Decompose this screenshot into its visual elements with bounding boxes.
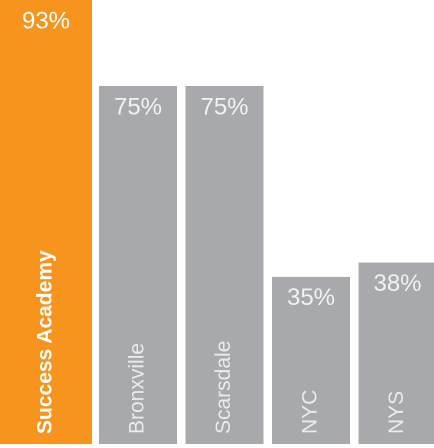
bar — [0, 0, 92, 444]
category-label: NYC — [299, 390, 322, 434]
value-label: 93% — [22, 7, 70, 34]
category-label: Scarsdale — [212, 341, 235, 434]
value-label: 75% — [200, 93, 248, 120]
bar — [272, 276, 350, 444]
value-label: 38% — [373, 270, 421, 297]
bar — [185, 85, 264, 444]
value-label: 35% — [287, 284, 335, 311]
value-label: 75% — [114, 93, 162, 120]
category-label: Success Academy — [34, 250, 57, 434]
bar — [99, 85, 177, 444]
bar — [358, 262, 434, 444]
category-label: NYS — [385, 391, 408, 434]
category-label: Bronxville — [126, 343, 149, 434]
